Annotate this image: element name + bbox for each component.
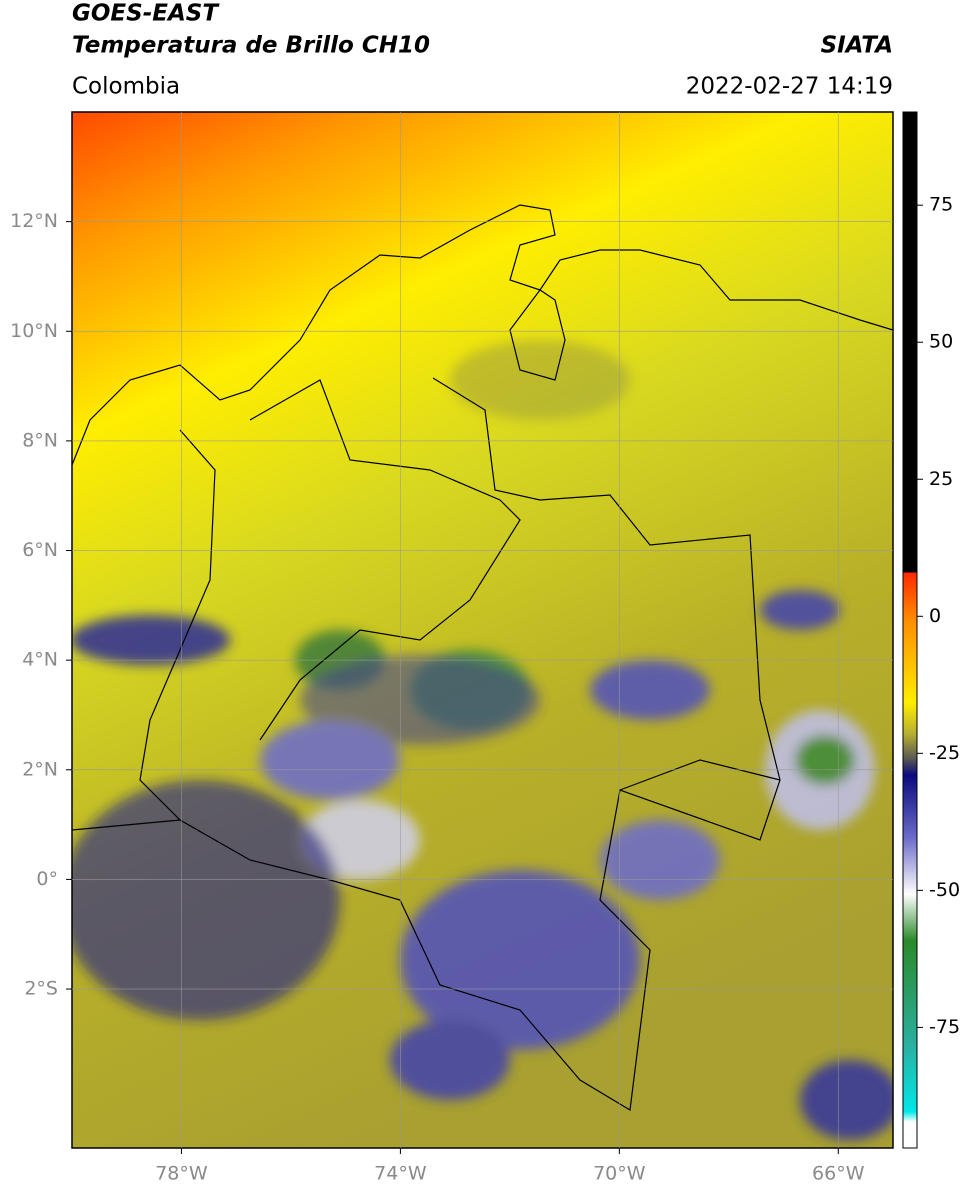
lat-tick-label: 4°N — [22, 649, 58, 671]
colorbar-tick-label: -50 — [929, 879, 960, 901]
lat-tick-label: 8°N — [22, 429, 58, 451]
lat-tick-label: 0° — [36, 868, 58, 890]
colorbar — [902, 111, 918, 1149]
source: SIATA — [821, 33, 893, 59]
datetime: 2022-02-27 14:19 — [686, 74, 893, 100]
colorbar-tick-label: 0 — [929, 605, 941, 627]
colorbar-tick-label: 25 — [929, 468, 953, 490]
colorbar-tick-label: 75 — [929, 194, 953, 216]
title: GOES-EAST — [72, 1, 220, 27]
colorbar-tick-label: 50 — [929, 331, 953, 353]
lat-tick-label: 10°N — [10, 320, 58, 342]
lon-tick-label: 70°W — [593, 1163, 646, 1185]
lat-tick-label: 2°N — [22, 758, 58, 780]
lat-tick-label: 2°S — [24, 978, 58, 1000]
lon-tick-label: 66°W — [812, 1163, 865, 1185]
subtitle: Temperatura de Brillo CH10 — [72, 33, 430, 59]
lat-tick-label: 12°N — [10, 210, 58, 232]
lon-tick-label: 74°W — [374, 1163, 427, 1185]
map-frame — [71, 111, 894, 1149]
colorbar-tick-label: -25 — [929, 742, 960, 764]
colorbar-tick-label: -75 — [929, 1016, 960, 1038]
lat-tick-label: 6°N — [22, 539, 58, 561]
lon-tick-label: 78°W — [155, 1163, 208, 1185]
region: Colombia — [72, 74, 180, 100]
satellite-image — [72, 112, 893, 1148]
